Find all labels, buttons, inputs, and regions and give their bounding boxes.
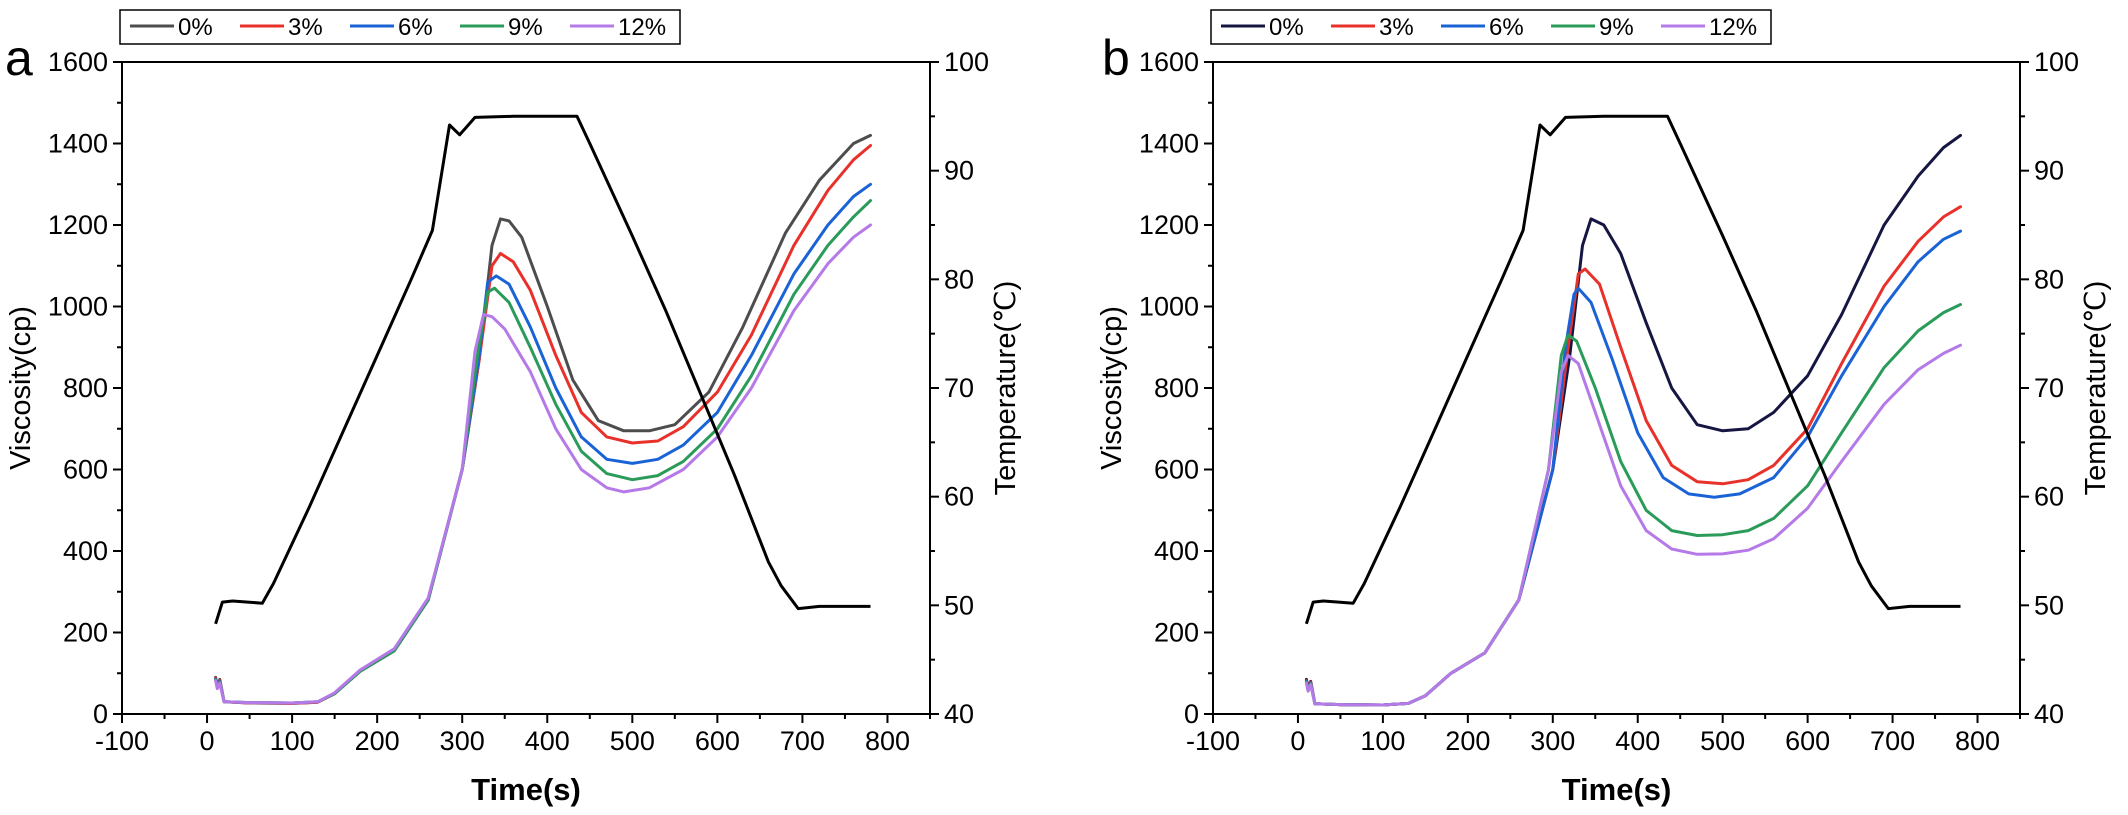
series-line-12pct [1304,343,1962,707]
y2-tick-label: 90 [2034,156,2064,186]
x-tick-label: 600 [695,726,740,756]
y2-tick-label: 40 [944,699,974,729]
y2-tick-label: 100 [944,47,989,77]
legend: 0% 3% 6% 9% 12% [119,9,681,45]
x-axis-title: Time(s) [471,772,581,807]
y2-tick-label: 40 [2034,699,2064,729]
x-tick-label: 600 [1785,726,1830,756]
x-tick-label: 700 [1870,726,1915,756]
x-tick-label: 400 [1615,726,1660,756]
panel-letter: b [1102,30,1130,86]
y-tick-label: 1200 [1139,210,1199,240]
y2-axis-title: Temperature(℃) [990,281,1022,496]
x-tick-label: 700 [780,726,825,756]
legend-entry: 12% [1709,14,1757,41]
y-tick-label: 400 [63,536,108,566]
x-tick-label: 100 [270,726,315,756]
legend-entry: 3% [1379,14,1414,41]
plot-frame [121,61,931,715]
y-tick-label: 1400 [1139,129,1199,159]
chart-panel-b: -100 0 100 200 300 400 500 600 700 80002004006008… [1096,9,2112,807]
plot-area [214,114,872,705]
series-line-3pct [214,144,872,705]
y-tick-label: 1000 [1139,292,1199,322]
series-line-0pct [214,133,872,705]
y2-tick-label: 100 [2034,47,2079,77]
x-axis-title: Time(s) [1562,772,1672,807]
plot-area [1304,114,1962,707]
x-tick-label: 800 [865,726,910,756]
temperature-line [214,114,871,625]
y-tick-label: 1600 [48,47,108,77]
y-tick-label: 200 [1154,618,1199,648]
series-line-9pct [214,199,872,705]
x-tick-label: 800 [1955,726,2000,756]
y2-tick-label: 80 [2034,264,2064,294]
y-tick-label: 1400 [48,129,108,159]
x-tick-label: 200 [355,726,400,756]
y2-tick-label: 80 [944,264,974,294]
y2-tick-label: 70 [2034,373,2064,403]
y2-tick-label: 60 [2034,482,2064,512]
y-tick-label: 1000 [48,292,108,322]
temperature-line [1304,114,1961,625]
x-tick-label: 0 [200,726,215,756]
y-tick-label: 400 [1154,536,1199,566]
x-tick-label: -100 [1186,726,1240,756]
y2-tick-label: 50 [2034,590,2064,620]
y-axis-title: Viscosity(cp) [5,306,37,470]
legend-entry: 6% [398,14,433,41]
y2-tick-label: 70 [944,373,974,403]
y-tick-label: 1200 [48,210,108,240]
x-tick-label: -100 [95,726,149,756]
legend-entry: 9% [508,14,543,41]
y2-tick-label: 60 [944,482,974,512]
legend-entry: 9% [1599,14,1634,41]
y-tick-label: 1600 [1139,47,1199,77]
x-tick-label: 400 [525,726,570,756]
y-tick-label: 200 [63,618,108,648]
panel-letter: a [5,30,33,86]
x-tick-label: 500 [1700,726,1745,756]
x-tick-label: 300 [440,726,485,756]
x-tick-label: 500 [610,726,655,756]
y-tick-label: 600 [1154,455,1199,485]
y2-tick-label: 50 [944,590,974,620]
legend: 0% 3% 6% 9% 12% [1210,9,1772,45]
legend-entry: 12% [618,14,666,41]
y2-tick-label: 90 [944,156,974,186]
series-line-12pct [214,223,872,705]
y2-axis-title: Temperature(℃) [2080,281,2112,496]
y-tick-label: 0 [93,699,108,729]
y-tick-label: 800 [1154,373,1199,403]
chart-panel-a: -100 0 100 200 300 400 500 600 700 80002004006008… [5,9,1022,807]
y-axis-title: Viscosity(cp) [1096,306,1128,470]
legend-entry: 0% [178,14,213,41]
x-tick-label: 200 [1445,726,1490,756]
x-tick-label: 100 [1360,726,1405,756]
legend-entry: 6% [1489,14,1524,41]
y-tick-label: 600 [63,455,108,485]
legend-entry: 0% [1269,14,1304,41]
legend-entry: 3% [288,14,323,41]
series-line-6pct [1304,229,1962,707]
y-tick-label: 0 [1184,699,1199,729]
y-tick-label: 800 [63,373,108,403]
series-line-9pct [1304,303,1962,707]
x-tick-label: 0 [1290,726,1305,756]
x-tick-label: 300 [1530,726,1575,756]
series-line-3pct [1304,205,1962,707]
